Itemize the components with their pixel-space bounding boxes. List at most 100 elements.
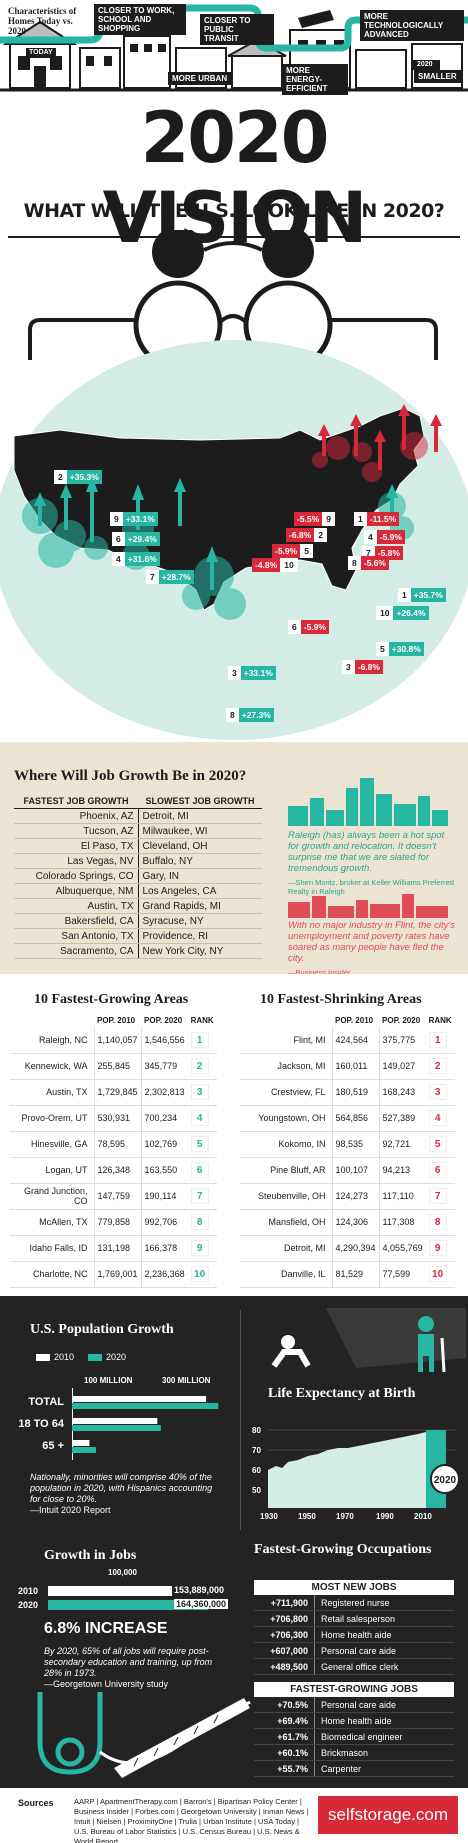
occupation-name: Personal care aide <box>314 1697 454 1712</box>
stats-section: U.S. Population Growth 2010 2020 100 MIL… <box>0 1296 468 1788</box>
shrinking-heading: 10 Fastest-Shrinking Areas <box>260 992 422 1007</box>
growing-areas: 10 Fastest-Growing Areas POP. 2010 POP. … <box>10 974 230 1288</box>
area-pop-2020: 92,721 <box>378 1131 426 1158</box>
slow-city: Los Angeles, CA <box>138 883 262 899</box>
label-tech: MORE TECHNOLOGICALLY ADVANCED <box>360 10 464 41</box>
col-rank: RANK <box>428 1016 452 1025</box>
job-growth-table: FASTEST JOB GROWTH SLOWEST JOB GROWTH Ph… <box>14 794 262 959</box>
area-pop-2020: 117,110 <box>378 1183 426 1210</box>
area-pop-2020: 94,213 <box>378 1157 426 1184</box>
pop-bar-2010 <box>72 1418 158 1424</box>
flint-quote-text: With no major industry in Flint, the cit… <box>288 920 455 964</box>
area-city: Mansfield, OH <box>240 1209 332 1236</box>
area-city: McAllen, TX <box>10 1209 94 1236</box>
area-rank-cell: 10 <box>425 1261 455 1288</box>
area-rank: 9 <box>190 1240 209 1256</box>
map-shrink-tag: -5.5% 9 <box>294 512 335 526</box>
pop-bar-2020 <box>72 1403 219 1409</box>
map-growth-tag: 7 +28.7% <box>146 570 194 584</box>
growing-table: POP. 2010 POP. 2020 RANK Raleigh, NC 1,14… <box>10 1014 217 1288</box>
legend-2020-label: 2020 <box>106 1352 127 1362</box>
area-pop-2020: 117,308 <box>378 1209 426 1236</box>
sign-today: TODAY <box>29 49 53 56</box>
map-tag-rank: 3 <box>228 666 241 680</box>
sign-2020: 2020 <box>417 61 433 68</box>
legend-2010-label: 2010 <box>54 1352 75 1362</box>
area-pop-2020: 190,114 <box>140 1183 188 1210</box>
map-growth-tag: 9 +33.1% <box>110 512 158 526</box>
vertical-divider <box>240 1310 241 1530</box>
slow-city: Syracuse, NY <box>138 913 262 929</box>
area-pop-2020: 149,027 <box>378 1053 426 1080</box>
col-pop-2020: POP. 2020 <box>382 1016 421 1025</box>
job-row: Albuquerque, NM Los Angeles, CA <box>14 883 262 899</box>
sources-list: AARP | ApartmentTherapy.com | Barron's |… <box>74 1797 309 1843</box>
area-row: Raleigh, NC 1,140,057 1,546,556 1 <box>10 1027 217 1054</box>
slow-city: Buffalo, NY <box>138 853 262 869</box>
occupation-value: +60.1% <box>277 1748 308 1758</box>
area-row: Logan, UT 126,348 163,550 6 <box>10 1157 217 1184</box>
area-pop-2020: 1,546,556 <box>140 1027 188 1054</box>
map-tag-rank: 8 <box>348 556 361 570</box>
jobs-value-2010: 153,889,000 <box>174 1585 225 1595</box>
area-rank: 9 <box>428 1240 447 1256</box>
area-city: Idaho Falls, ID <box>10 1235 94 1262</box>
map-tag-rank: 6 <box>112 532 125 546</box>
area-city: Pine Bluff, AR <box>240 1157 332 1184</box>
occupation-row: +489,500 General office clerk <box>254 1659 454 1675</box>
brand-logo[interactable]: selfstorage.com <box>318 1796 458 1834</box>
map-tag-pct: -6.8% <box>286 528 315 542</box>
map-shrink-tag: 4 -5.9% <box>364 530 405 544</box>
footer: Sources AARP | ApartmentTherapy.com | Ba… <box>0 1788 468 1843</box>
area-pop-2010: 124,306 <box>331 1209 380 1236</box>
jobs-growth-heading: Growth in Jobs <box>44 1548 137 1563</box>
occupation-row: +69.4% Home health aide <box>254 1713 454 1729</box>
area-pop-2020: 4,055,769 <box>378 1235 426 1262</box>
area-rank-cell: 2 <box>187 1053 217 1080</box>
population-legend: 2010 2020 <box>36 1352 126 1362</box>
slow-city: Detroit, MI <box>138 808 262 824</box>
occupation-value: +489,500 <box>270 1662 308 1672</box>
map-shrink-tag: -6.8% 2 <box>286 528 327 542</box>
map-tag-rank: 7 <box>146 570 159 584</box>
area-city: Flint, MI <box>240 1027 332 1054</box>
label-closer-transit: CLOSER TO PUBLIC TRANSIT <box>200 14 274 45</box>
map-tag-rank: 6 <box>288 620 301 634</box>
pop-label-18-64: 18 TO 64 <box>18 1418 64 1430</box>
area-rank: 4 <box>190 1110 209 1126</box>
fast-city: Austin, TX <box>14 898 139 914</box>
area-row: Flint, MI 424,564 375,775 1 <box>240 1027 455 1054</box>
fastest-growing-jobs: FASTEST-GROWING JOBS +70.5% Personal care… <box>254 1682 454 1777</box>
map-tag-pct: -6.8% <box>354 660 383 674</box>
jobs-year-2020: 2020 <box>18 1600 39 1610</box>
area-pop-2020: 102,769 <box>140 1131 188 1158</box>
area-row: Youngstown, OH 564,856 527,389 4 <box>240 1105 455 1132</box>
legend-2020: 2020 <box>88 1352 126 1362</box>
col-pop-2010: POP. 2010 <box>97 1016 136 1025</box>
map-tag-pct: +28.7% <box>158 570 194 584</box>
map-tag-rank: 2 <box>54 470 67 484</box>
area-rank-cell: 4 <box>187 1105 217 1132</box>
area-city: Steubenville, OH <box>240 1183 332 1210</box>
map-growth-tag: 3 +33.1% <box>228 666 276 680</box>
job-row: Colorado Springs, CO Gary, IN <box>14 868 262 884</box>
map-shrink-tag: -5.9% 5 <box>272 544 313 558</box>
jobs-note-source: —Georgetown University study <box>44 1679 169 1689</box>
area-city: Crestview, FL <box>240 1079 332 1106</box>
occupation-row: +706,300 Home health aide <box>254 1627 454 1643</box>
area-row: Detroit, MI 4,290,394 4,055,769 9 <box>240 1235 455 1262</box>
job-row: Sacramento, CA New York City, NY <box>14 943 262 959</box>
area-city: Danville, IL <box>240 1261 332 1288</box>
area-pop-2010: 147,759 <box>93 1183 142 1210</box>
fast-city: San Antonio, TX <box>14 928 139 944</box>
life-y-60: 60 <box>252 1466 261 1475</box>
area-rank-cell: 10 <box>187 1261 217 1288</box>
job-growth-heading: Where Will Job Growth Be in 2020? <box>14 768 247 784</box>
map-growth-tag: 5 +30.8% <box>376 642 424 656</box>
occupation-value: +711,900 <box>270 1598 308 1608</box>
area-pop-2010: 160,011 <box>331 1053 380 1080</box>
slow-city: New York City, NY <box>138 943 262 959</box>
area-city: Grand Junction, CO <box>10 1183 94 1210</box>
job-row: San Antonio, TX Providence, RI <box>14 928 262 944</box>
population-note-text: Nationally, minorities will comprise 40%… <box>30 1472 213 1504</box>
